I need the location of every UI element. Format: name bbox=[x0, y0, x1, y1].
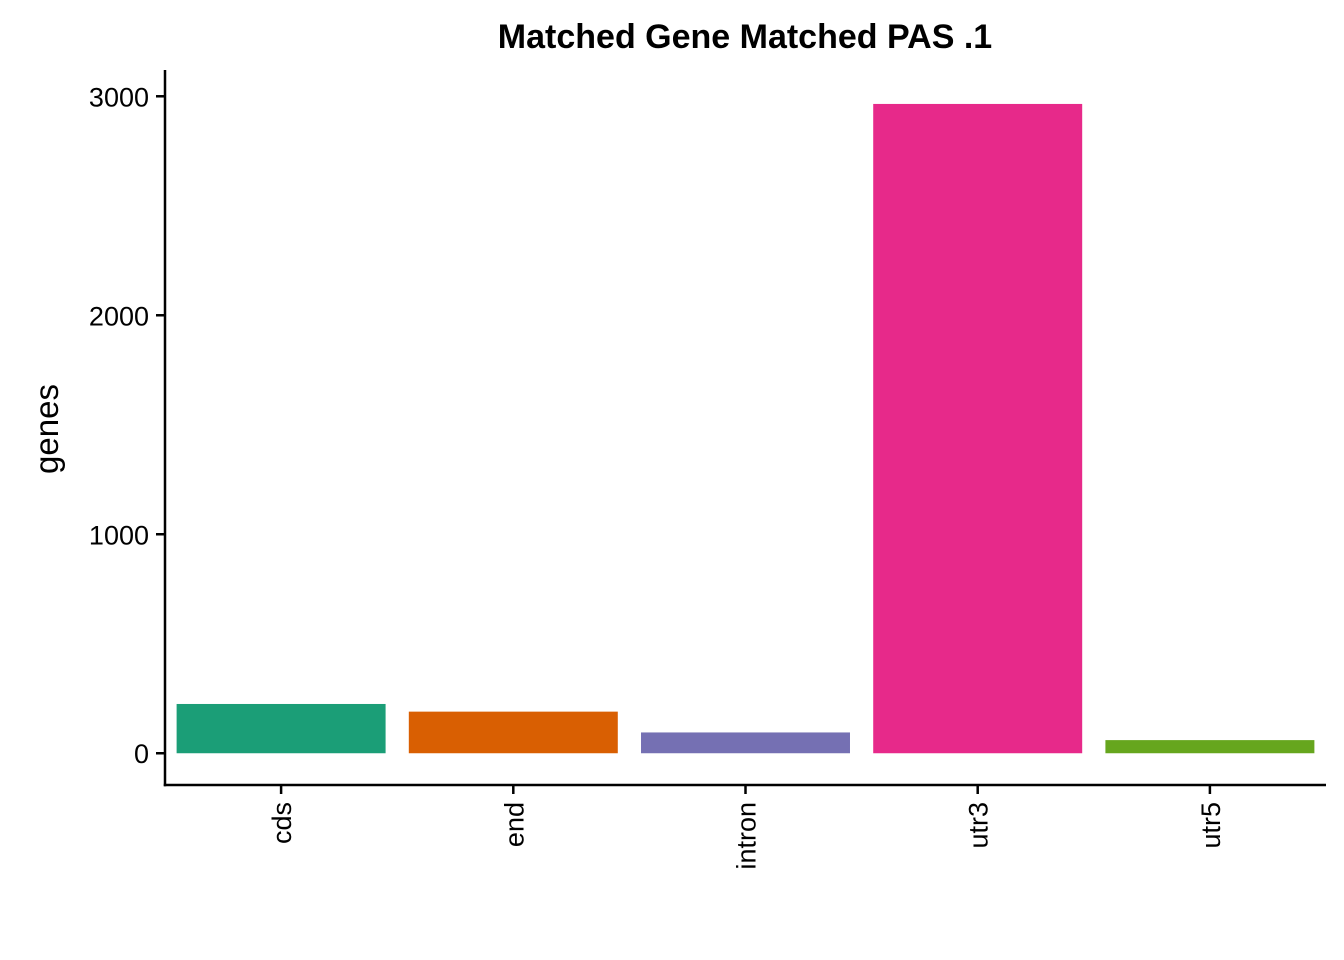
x-axis: cds end intron utr3 utr5 bbox=[163, 783, 1326, 870]
bar-intron bbox=[641, 732, 850, 754]
y-tick-label: 1000 bbox=[89, 520, 149, 550]
y-tick-label: 3000 bbox=[89, 82, 149, 112]
x-tick-label-intron: intron bbox=[732, 802, 762, 870]
x-tick-label-end: end bbox=[499, 802, 529, 847]
bar-end bbox=[408, 711, 618, 754]
y-tick-label: 0 bbox=[134, 739, 149, 769]
bar-utr5 bbox=[1105, 740, 1315, 754]
bars-group bbox=[176, 103, 1315, 754]
bar-utr3 bbox=[873, 103, 1083, 754]
bar-cds bbox=[176, 703, 386, 754]
x-tick-label-utr3: utr3 bbox=[964, 802, 994, 849]
y-tick-label: 2000 bbox=[89, 301, 149, 331]
y-axis: 0 1000 2000 3000 bbox=[89, 70, 167, 787]
chart-title: Matched Gene Matched PAS .1 bbox=[498, 18, 992, 56]
x-tick-label-cds: cds bbox=[267, 802, 297, 844]
y-axis-title: genes bbox=[28, 384, 65, 474]
x-tick-label-utr5: utr5 bbox=[1196, 802, 1226, 849]
